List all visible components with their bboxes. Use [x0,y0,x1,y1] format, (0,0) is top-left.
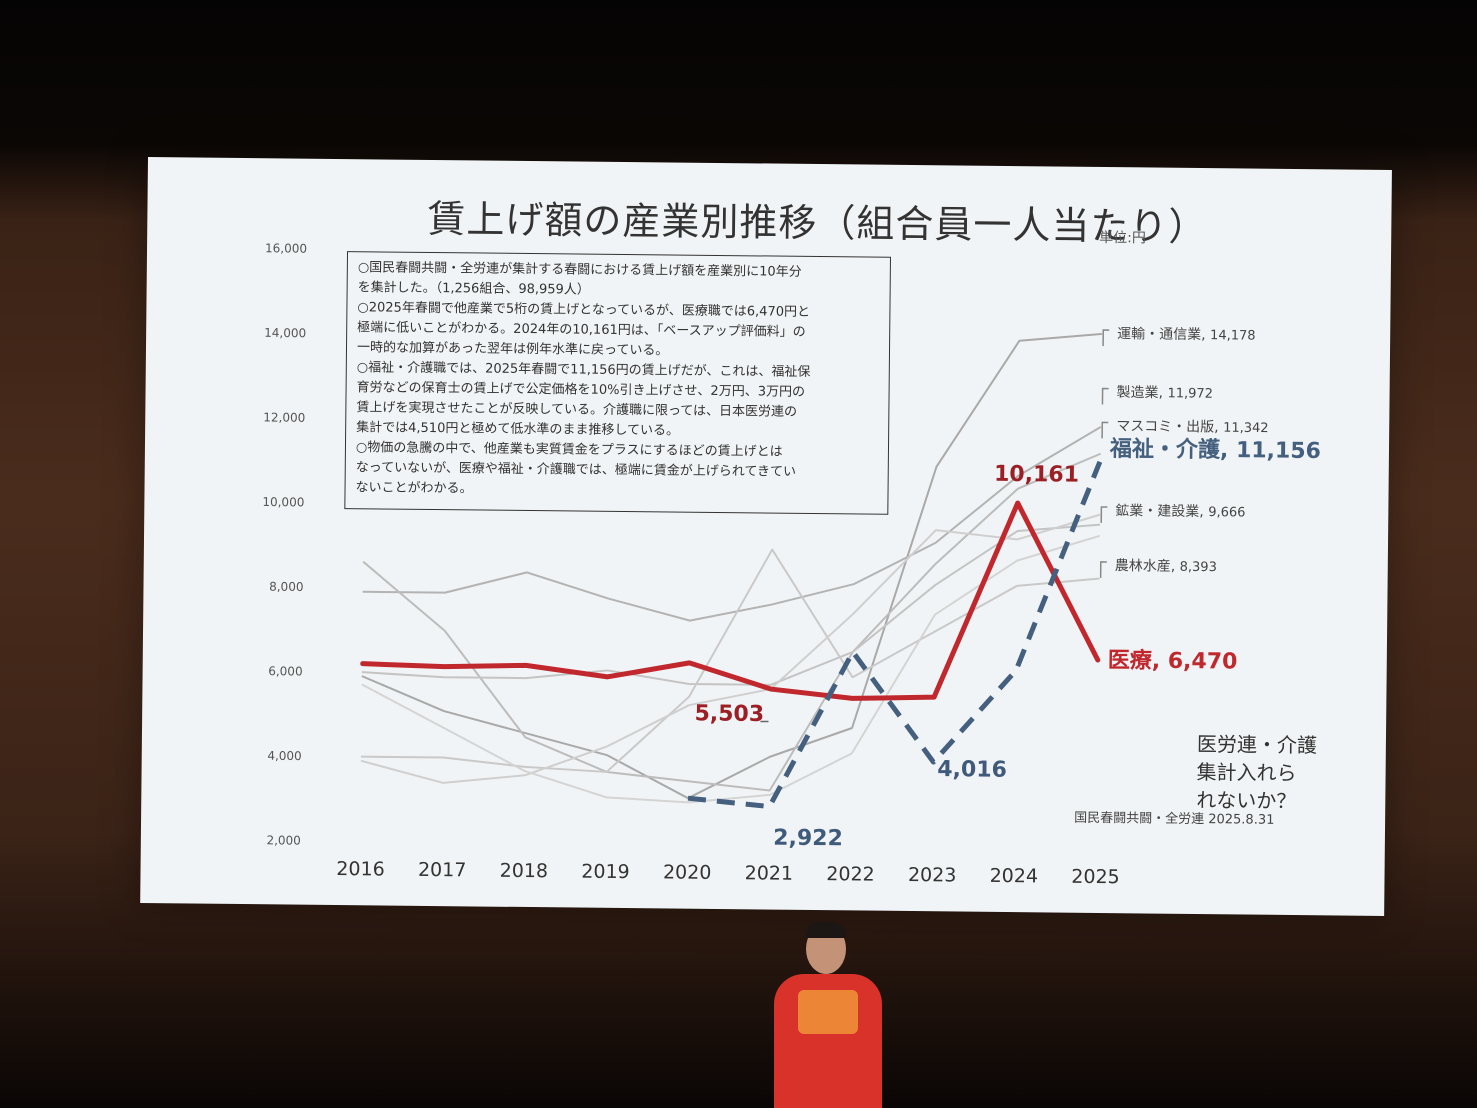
series-name: 製造業, [1117,385,1168,402]
x-tick-label: 2022 [826,863,875,886]
series-end-label: 製造業, 11,972 [1117,385,1214,402]
speaker-hair [806,922,846,938]
series-name: 農林水産, [1115,558,1180,575]
y-tick-label: 4,000 [267,749,302,763]
x-tick-label: 2016 [336,858,385,881]
series-name: 福祉・介護, [1109,436,1236,463]
series-value: 11,972 [1167,386,1213,401]
data-label: 10,161 [994,462,1079,488]
series-line [687,460,1103,810]
x-tick-label: 2020 [663,861,712,884]
question-line: 集計入れら [1196,760,1297,786]
series-line [360,513,1101,784]
series-line [361,332,1103,800]
series-line [360,500,1101,701]
label-connector [1101,421,1109,439]
y-tick-label: 12,000 [263,410,305,424]
y-tick-label: 14,000 [264,326,306,340]
data-label: 5,503 [694,701,764,727]
series-end-label: 農林水産, 8,393 [1115,558,1217,575]
label-connector [1101,387,1109,405]
series-name: 運輸・通信業, [1117,326,1210,343]
series-name: 鉱業・建設業, [1115,502,1208,520]
y-tick-label: 8,000 [269,580,304,594]
x-tick-label: 2018 [500,860,549,883]
series-name: 医療, [1108,647,1168,674]
question-line: 医労連・介護 [1196,732,1318,758]
label-connector [1100,506,1108,523]
x-tick-label: 2021 [745,862,794,885]
source-credit: 国民春闘共闘・全労連 2025.8.31 [1074,810,1275,828]
note-line: ないことがわかる。 [355,480,473,497]
data-label: 2,922 [773,826,843,852]
handwritten-question: 医労連・介護 集計入れら れないか？ [1196,730,1317,815]
series-line [362,426,1102,622]
series-line [361,523,1101,686]
x-tick-label: 2017 [418,859,467,882]
series-name: マスコミ・出版, [1116,419,1223,436]
series-end-label: 福祉・介護, 11,156 [1109,436,1321,464]
series-end-label: 医療, 6,470 [1108,647,1238,674]
series-value: 11,156 [1236,438,1321,464]
label-connector [1099,561,1107,578]
series-value: 6,470 [1168,649,1238,675]
series-end-label: 運輸・通信業, 14,178 [1117,326,1256,343]
series-value: 8,393 [1180,560,1217,575]
series-line [362,452,1101,792]
y-tick-label: 2,000 [266,833,301,847]
series-end-label: 鉱業・建設業, 9,666 [1115,502,1245,520]
unit-label: 単位:円 [1099,229,1147,247]
y-tick-label: 6,000 [268,664,303,678]
shirt-print [798,990,858,1034]
notes-box: ○国民春闘共闘・全労連が集計する春闘における賃上げ額を産業別に10年分 を集計し… [344,251,891,515]
series-line [361,535,1101,804]
speaker-figure [768,922,888,1108]
presentation-slide: 2,000 4,000 6,000 8,000 10,000 12,000 14,000 16… [140,157,1392,916]
x-tick-label: 2025 [1071,866,1120,889]
x-tick-label: 2024 [990,865,1039,888]
line-chart: 2,000 4,000 6,000 8,000 10,000 12,000 14,000 16… [262,241,1321,889]
x-tick-label: 2023 [908,864,957,887]
series-value: 9,666 [1208,505,1245,520]
y-tick-label: 10,000 [262,495,304,509]
data-label: 4,016 [937,757,1007,783]
x-tick-label: 2019 [581,861,630,884]
series-value: 11,342 [1223,421,1269,436]
series-value: 14,178 [1210,328,1256,343]
label-connector [1102,329,1110,347]
chart-title: 賃上げ額の産業別推移（組合員一人当たり） [427,196,1208,250]
y-tick-label: 16,000 [265,241,307,255]
series-end-label: マスコミ・出版, 11,342 [1116,419,1269,437]
series-line [360,548,1100,773]
